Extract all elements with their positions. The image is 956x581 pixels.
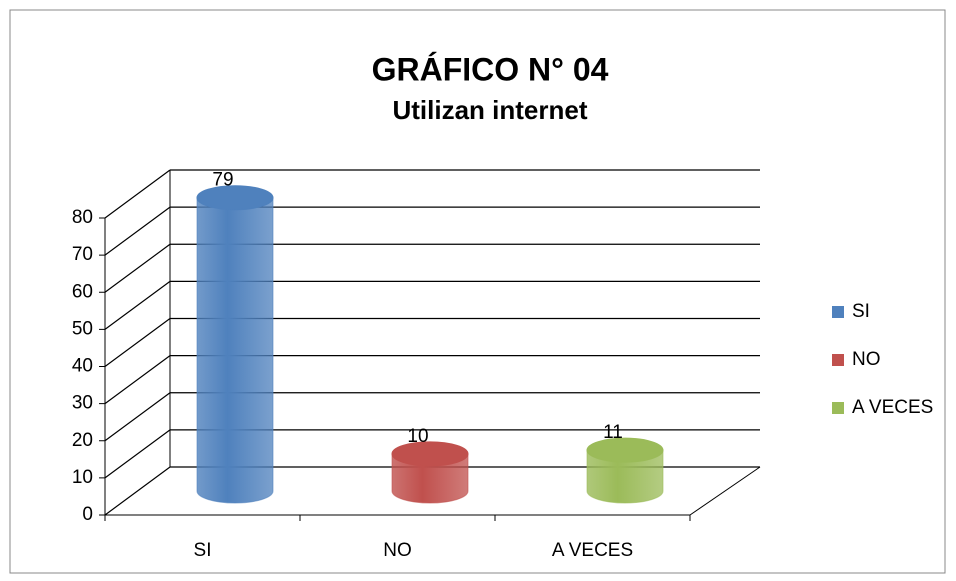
side-grid-line [104, 355, 171, 405]
y-tick-label: 70 [72, 244, 93, 265]
side-grid-line [104, 392, 171, 442]
y-tick-label: 60 [72, 281, 93, 302]
y-tick-label: 20 [72, 430, 93, 451]
bar [196, 197, 274, 504]
bar-top [586, 437, 664, 463]
legend-swatch [832, 354, 844, 366]
side-grid-line [104, 280, 171, 330]
y-tick-label: 30 [72, 393, 93, 414]
value-label: 79 [212, 170, 233, 191]
legend-label: NO [852, 349, 881, 370]
bar-top [391, 441, 469, 467]
x-tick-label: SI [194, 540, 212, 561]
x-tick-label: NO [383, 540, 412, 561]
legend-label: SI [852, 301, 870, 322]
chart-border [9, 9, 946, 574]
value-label: 11 [603, 422, 623, 443]
y-tick-label: 50 [72, 318, 93, 339]
side-grid-line [104, 243, 171, 293]
side-grid-line [104, 206, 171, 256]
side-grid-line [104, 429, 171, 479]
y-tick-label: 10 [72, 467, 93, 488]
y-tick-label: 0 [82, 504, 93, 525]
x-tick-label: A VECES [552, 540, 633, 561]
legend-swatch [832, 306, 844, 318]
legend-label: A VECES [852, 397, 933, 418]
side-grid-line [104, 169, 171, 219]
side-grid-line [104, 318, 171, 367]
floor-edge [689, 466, 761, 516]
value-label: 10 [407, 426, 428, 447]
y-tick-label: 80 [72, 207, 93, 228]
chart-subtitle: Utilizan internet [392, 95, 587, 125]
bar [391, 453, 469, 504]
bar [586, 449, 664, 504]
side-grid-line [104, 466, 171, 516]
chart-title: GRÁFICO N° 04 [372, 51, 609, 87]
bar-top [196, 185, 274, 211]
y-tick-label: 40 [72, 356, 93, 377]
legend-swatch [832, 402, 844, 414]
